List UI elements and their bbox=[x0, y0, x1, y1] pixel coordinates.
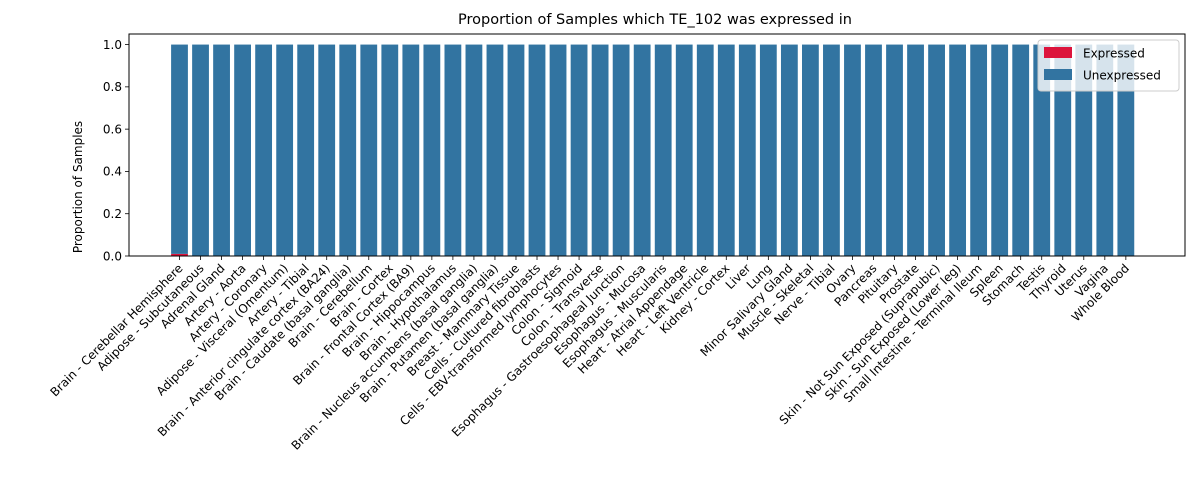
chart-title: Proportion of Samples which TE_102 was e… bbox=[458, 12, 852, 28]
bar-unexpressed bbox=[865, 44, 882, 256]
bar-unexpressed bbox=[570, 44, 588, 256]
bar-unexpressed bbox=[780, 44, 798, 256]
bar-unexpressed bbox=[402, 44, 420, 256]
bar-unexpressed bbox=[1117, 44, 1135, 256]
bar-unexpressed bbox=[591, 44, 609, 256]
y-tick-label: 0.8 bbox=[103, 80, 122, 94]
bar-unexpressed bbox=[255, 44, 273, 256]
legend-label-expressed: Expressed bbox=[1083, 47, 1145, 61]
bar-unexpressed bbox=[717, 44, 735, 256]
bar-unexpressed bbox=[759, 44, 777, 256]
bar-unexpressed bbox=[612, 44, 630, 256]
bar-unexpressed bbox=[339, 44, 357, 256]
bar-expressed bbox=[171, 253, 188, 256]
bar-unexpressed bbox=[738, 44, 756, 256]
bars bbox=[171, 44, 1135, 256]
y-tick-label: 0.2 bbox=[103, 207, 122, 221]
bar-unexpressed bbox=[507, 44, 525, 256]
y-ticks: 0.0 0.2 0.4 0.6 0.8 1.0 bbox=[103, 38, 129, 263]
bar-unexpressed bbox=[991, 44, 1009, 256]
legend-swatch-unexpressed bbox=[1044, 69, 1072, 80]
bar-unexpressed bbox=[1012, 44, 1030, 256]
y-axis-label: Proportion of Samples bbox=[71, 121, 85, 253]
bar-unexpressed bbox=[1096, 44, 1114, 256]
bar-unexpressed bbox=[675, 44, 693, 256]
bar-unexpressed bbox=[318, 44, 336, 256]
bar-unexpressed bbox=[823, 44, 840, 256]
bar-unexpressed bbox=[928, 44, 945, 256]
bar-unexpressed bbox=[444, 44, 462, 256]
bar-unexpressed bbox=[696, 44, 714, 256]
bar-unexpressed bbox=[192, 44, 209, 256]
y-tick-label: 0.0 bbox=[103, 249, 122, 263]
bar-unexpressed bbox=[907, 44, 924, 256]
bar-unexpressed bbox=[886, 44, 903, 256]
bar-unexpressed bbox=[654, 44, 672, 256]
bar-unexpressed bbox=[1054, 44, 1072, 256]
legend-swatch-expressed bbox=[1044, 47, 1072, 58]
legend-label-unexpressed: Unexpressed bbox=[1083, 69, 1161, 83]
bar-unexpressed bbox=[549, 44, 567, 256]
bar-unexpressed bbox=[1075, 44, 1093, 256]
bar-unexpressed bbox=[633, 44, 651, 256]
bar-unexpressed bbox=[1033, 44, 1051, 256]
bar-unexpressed bbox=[486, 44, 504, 256]
bar-unexpressed bbox=[465, 44, 483, 256]
y-tick-label: 0.6 bbox=[103, 122, 122, 136]
y-tick-label: 0.4 bbox=[103, 165, 122, 179]
bar-unexpressed bbox=[802, 44, 819, 256]
bar-unexpressed bbox=[297, 44, 315, 256]
bar-unexpressed bbox=[949, 44, 967, 256]
bar-unexpressed bbox=[381, 44, 399, 256]
legend: Expressed Unexpressed bbox=[1037, 39, 1180, 92]
bar-unexpressed bbox=[213, 44, 230, 256]
bar-unexpressed bbox=[171, 44, 188, 254]
bar-unexpressed bbox=[423, 44, 441, 256]
bar-unexpressed bbox=[528, 44, 546, 256]
bar-unexpressed bbox=[970, 44, 988, 256]
bar-unexpressed bbox=[360, 44, 378, 256]
bar-unexpressed bbox=[844, 44, 861, 256]
bar-unexpressed bbox=[276, 44, 294, 256]
plot-frame bbox=[128, 33, 1186, 257]
legend-box bbox=[1037, 39, 1180, 92]
bar-unexpressed bbox=[234, 44, 251, 256]
y-tick-label: 1.0 bbox=[103, 38, 122, 52]
